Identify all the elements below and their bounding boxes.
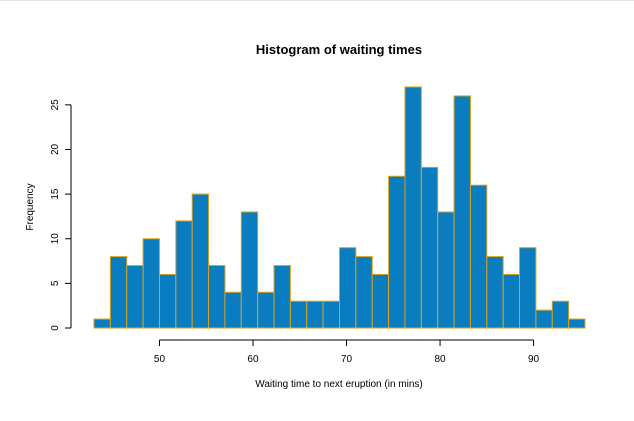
y-axis-label: Frequency <box>25 183 36 230</box>
histogram-bar <box>306 300 324 329</box>
histogram-bar <box>535 309 553 329</box>
histogram-bar <box>551 300 570 329</box>
histogram-bar <box>208 265 226 329</box>
histogram-bar <box>289 300 308 329</box>
histogram-bar <box>469 184 488 329</box>
x-axis: 50 60 70 80 90 <box>154 339 540 365</box>
x-tick-label: 80 <box>434 354 446 365</box>
histogram-bar <box>109 256 128 329</box>
y-tick-label: 5 <box>50 280 61 286</box>
histogram-bar <box>420 166 439 329</box>
histogram-bar <box>322 300 341 329</box>
histogram-bar <box>486 256 504 329</box>
histogram-bar <box>158 273 177 329</box>
histogram-bar <box>339 247 357 329</box>
x-tick-label: 70 <box>341 354 353 365</box>
histogram-bar <box>404 86 422 329</box>
x-tick-label: 50 <box>154 354 166 365</box>
bars-group <box>93 86 586 329</box>
y-tick-label: 20 <box>50 143 61 155</box>
histogram-bar <box>93 318 111 329</box>
histogram-bar <box>568 318 586 329</box>
histogram-bar <box>437 211 455 329</box>
histogram-bar <box>453 95 471 329</box>
x-axis-label: Waiting time to next eruption (in mins) <box>255 379 422 390</box>
histogram-bar <box>224 291 242 329</box>
histogram-bar <box>273 265 291 329</box>
histogram-bar <box>126 265 144 329</box>
histogram-bar <box>355 256 373 329</box>
histogram-bar <box>142 238 160 329</box>
histogram-bar <box>240 211 259 329</box>
y-axis: 0 5 10 15 20 25 <box>50 99 72 331</box>
chart-title: Histogram of waiting times <box>256 42 422 57</box>
y-tick-label: 0 <box>50 325 61 331</box>
histogram-bar <box>371 273 390 329</box>
histogram-bar <box>502 273 521 329</box>
x-tick-label: 60 <box>247 354 259 365</box>
y-tick-label: 15 <box>50 188 61 200</box>
histogram-bar <box>191 193 210 329</box>
histogram-bar <box>519 247 537 329</box>
x-tick-label: 90 <box>528 354 540 365</box>
y-tick-label: 25 <box>50 99 61 111</box>
histogram-bar <box>388 175 406 329</box>
histogram-bar <box>257 291 275 329</box>
histogram-bar <box>175 220 193 329</box>
y-tick-label: 10 <box>50 233 61 245</box>
